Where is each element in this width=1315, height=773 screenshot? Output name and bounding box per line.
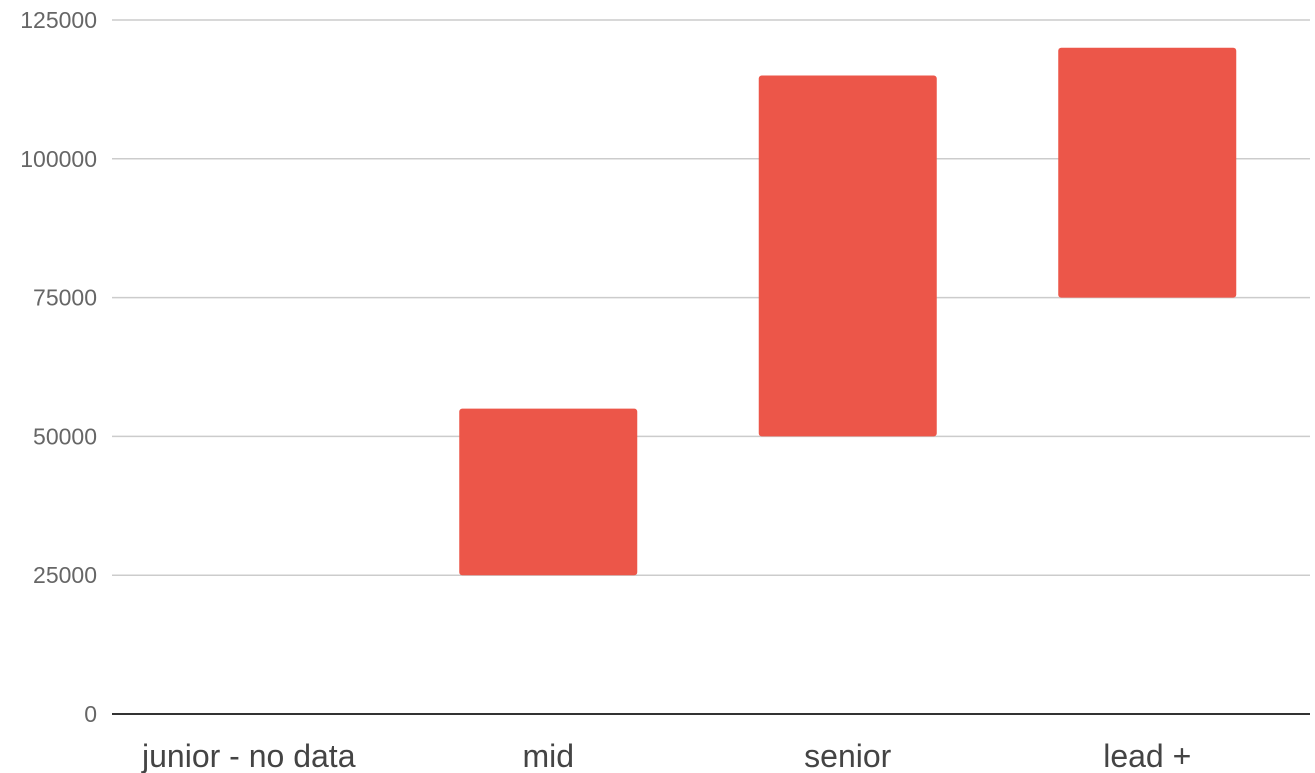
- bar-mid: [459, 408, 638, 576]
- y-tick-label: 50000: [33, 423, 97, 449]
- x-tick-label: lead +: [1103, 738, 1191, 773]
- x-tick-label: mid: [522, 738, 574, 773]
- y-tick-label: 25000: [33, 562, 97, 588]
- y-tick-label: 0: [84, 701, 97, 727]
- bars: [459, 47, 1237, 576]
- x-tick-label: senior: [804, 738, 892, 773]
- bar-lead: [1058, 47, 1237, 298]
- y-tick-label: 75000: [33, 285, 97, 311]
- bar-senior: [758, 75, 937, 437]
- x-axis-ticks: junior - no data mid senior lead +: [141, 738, 1191, 773]
- y-tick-label: 125000: [20, 7, 97, 33]
- y-tick-label: 100000: [20, 146, 97, 172]
- x-tick-label: junior - no data: [141, 738, 356, 773]
- y-axis-ticks: 0 25000 50000 75000 100000 125000: [20, 7, 97, 727]
